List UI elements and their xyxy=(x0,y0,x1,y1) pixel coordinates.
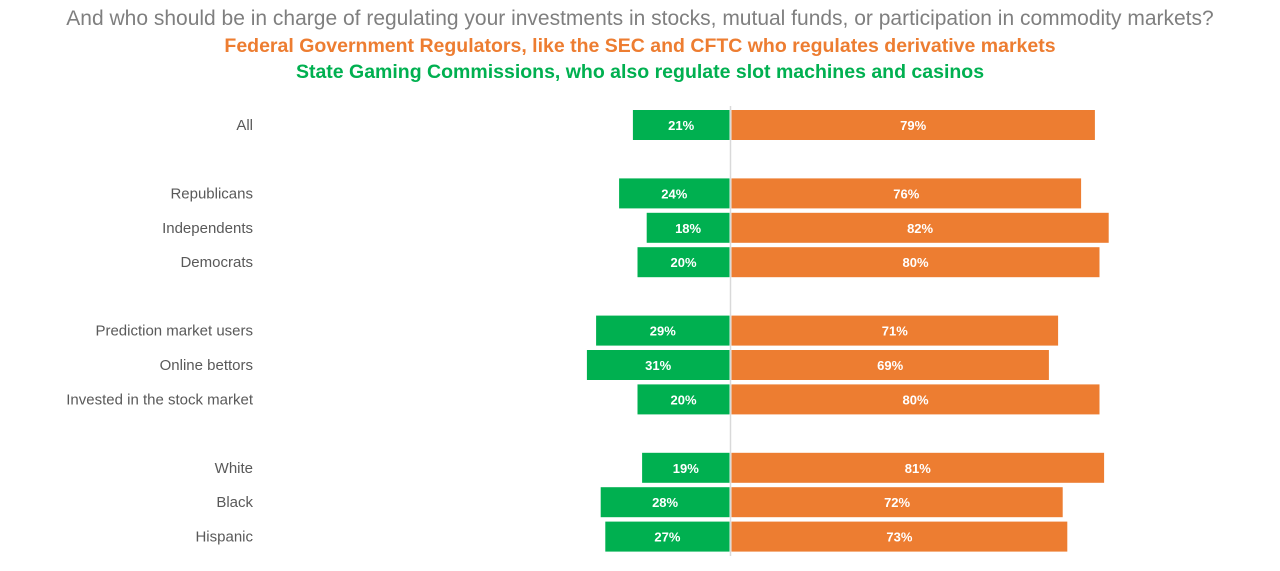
state-value-label-invested-in-the-stock-market: 20% xyxy=(670,392,696,407)
category-label-prediction-market-users: Prediction market users xyxy=(95,323,253,340)
state-bar-democrats xyxy=(637,247,730,278)
federal-bar-independents xyxy=(731,212,1109,243)
category-label-invested-in-the-stock-market: Invested in the stock market xyxy=(66,391,254,408)
state-bar-all xyxy=(632,110,730,140)
federal-value-label-all: 79% xyxy=(900,118,926,133)
state-bar-online-bettors xyxy=(586,350,730,380)
state-value-label-republicans: 24% xyxy=(661,186,687,201)
state-value-label-prediction-market-users: 29% xyxy=(650,324,676,339)
state-bar-independents xyxy=(646,212,730,243)
federal-bar-democrats xyxy=(731,247,1100,278)
state-bar-white xyxy=(642,452,730,483)
category-label-independents: Independents xyxy=(162,220,253,237)
category-label-white: White xyxy=(215,460,253,477)
chart-question: And who should be in charge of regulatin… xyxy=(66,7,1214,30)
federal-value-label-online-bettors: 69% xyxy=(877,358,903,373)
state-value-label-hispanic: 27% xyxy=(654,530,680,545)
federal-bar-black xyxy=(731,487,1063,518)
category-label-hispanic: Hispanic xyxy=(195,529,253,546)
federal-value-label-white: 81% xyxy=(905,461,931,476)
category-label-black: Black xyxy=(216,494,253,511)
federal-bar-republicans xyxy=(731,178,1082,209)
federal-value-label-hispanic: 73% xyxy=(886,530,912,545)
state-value-label-white: 19% xyxy=(673,461,699,476)
federal-option-label: Federal Government Regulators, like the … xyxy=(224,35,1056,57)
federal-value-label-invested-in-the-stock-market: 80% xyxy=(902,392,928,407)
state-bar-black xyxy=(600,487,730,518)
category-label-republicans: Republicans xyxy=(170,185,253,202)
federal-value-label-democrats: 80% xyxy=(902,255,928,270)
category-label-democrats: Democrats xyxy=(180,254,253,271)
federal-bar-white xyxy=(731,452,1105,483)
federal-value-label-prediction-market-users: 71% xyxy=(882,324,908,339)
federal-value-label-independents: 82% xyxy=(907,221,933,236)
state-bar-republicans xyxy=(619,178,730,209)
federal-bar-prediction-market-users xyxy=(731,315,1059,346)
state-value-label-black: 28% xyxy=(652,495,678,510)
federal-bar-hispanic xyxy=(731,521,1068,552)
federal-value-label-republicans: 76% xyxy=(893,186,919,201)
state-bar-prediction-market-users xyxy=(596,315,730,346)
category-label-online-bettors: Online bettors xyxy=(160,357,253,374)
federal-value-label-black: 72% xyxy=(884,495,910,510)
state-value-label-independents: 18% xyxy=(675,221,701,236)
federal-bar-invested-in-the-stock-market xyxy=(731,384,1100,415)
state-value-label-democrats: 20% xyxy=(670,255,696,270)
state-value-label-online-bettors: 31% xyxy=(645,358,671,373)
category-label-all: All xyxy=(236,117,253,134)
federal-bar-online-bettors xyxy=(731,350,1049,380)
state-value-label-all: 21% xyxy=(668,118,694,133)
state-option-label: State Gaming Commissions, who also regul… xyxy=(295,61,985,83)
state-bar-hispanic xyxy=(605,521,730,552)
state-bar-invested-in-the-stock-market xyxy=(637,384,730,415)
federal-bar-all xyxy=(731,110,1095,140)
